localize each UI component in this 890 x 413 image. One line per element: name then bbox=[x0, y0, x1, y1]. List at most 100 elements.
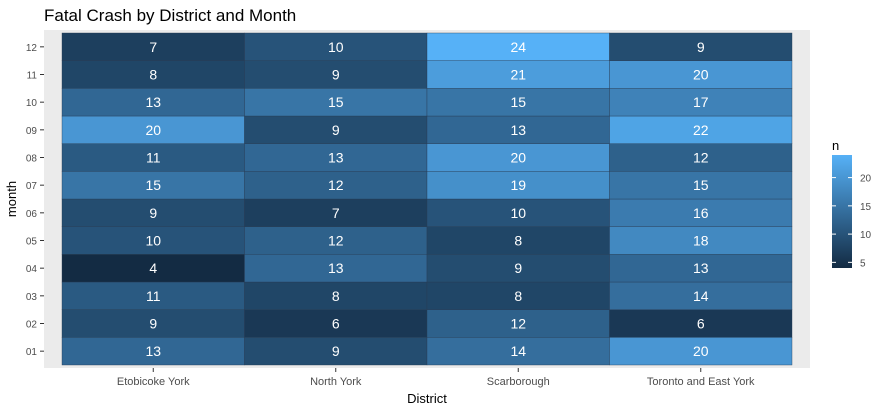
legend-tick-labels: 5 10 15 20 bbox=[832, 174, 872, 269]
heatmap-cell bbox=[244, 60, 428, 89]
x-tick-label: Toronto and East York bbox=[647, 376, 755, 388]
y-tick-label: 05 bbox=[26, 237, 38, 248]
heatmap-cell bbox=[61, 88, 245, 117]
x-axis-tick-labels: Etobicoke York North York Scarborough Toron… bbox=[117, 368, 755, 388]
cell-value-label: 20 bbox=[145, 122, 161, 138]
heatmap-cell bbox=[61, 143, 245, 172]
y-tick-label: 03 bbox=[26, 292, 38, 303]
legend-title: n bbox=[832, 138, 839, 153]
y-tick-label: 10 bbox=[26, 98, 38, 109]
heatmap-cell bbox=[244, 143, 428, 172]
heatmap-cell bbox=[244, 337, 428, 366]
cell-value-label: 9 bbox=[149, 316, 157, 332]
heatmap-cell bbox=[609, 198, 793, 227]
cell-value-label: 12 bbox=[693, 150, 709, 166]
cell-value-label: 16 bbox=[693, 205, 709, 221]
heatmap-cell bbox=[61, 171, 245, 200]
heatmap-cell bbox=[244, 281, 428, 310]
x-axis-label: District bbox=[407, 391, 447, 406]
heatmap-cell bbox=[609, 60, 793, 89]
cell-value-label: 7 bbox=[332, 205, 340, 221]
cell-value-label: 9 bbox=[332, 343, 340, 359]
heatmap-cell bbox=[244, 115, 428, 144]
cell-value-label: 4 bbox=[149, 260, 157, 276]
y-tick-label: 07 bbox=[26, 181, 38, 192]
cell-value-label: 13 bbox=[145, 343, 161, 359]
cell-value-label: 18 bbox=[693, 233, 709, 249]
heatmap-cell bbox=[609, 32, 793, 61]
heatmap-cell bbox=[244, 309, 428, 338]
heatmap-cell bbox=[61, 337, 245, 366]
heatmap-cell bbox=[426, 226, 610, 255]
heatmap-cell bbox=[426, 60, 610, 89]
heatmap-cell bbox=[61, 254, 245, 283]
y-tick-label: 12 bbox=[26, 43, 38, 54]
heatmap-cell bbox=[609, 254, 793, 283]
heatmap-cell bbox=[426, 171, 610, 200]
cell-value-label: 19 bbox=[510, 177, 526, 193]
cell-value-label: 6 bbox=[332, 316, 340, 332]
cell-value-label: 12 bbox=[328, 177, 344, 193]
cell-value-label: 9 bbox=[514, 260, 522, 276]
cell-value-label: 20 bbox=[510, 150, 526, 166]
heatmap-cell bbox=[244, 198, 428, 227]
cell-value-label: 8 bbox=[514, 288, 522, 304]
heatmap-cell bbox=[609, 226, 793, 255]
heatmap-cell bbox=[61, 115, 245, 144]
cell-value-label: 6 bbox=[697, 316, 705, 332]
heatmap-cell bbox=[426, 337, 610, 366]
y-axis-tick-labels: 01 02 03 04 05 06 07 08 09 10 11 12 bbox=[26, 43, 44, 358]
cell-value-label: 15 bbox=[510, 94, 526, 110]
y-tick-label: 09 bbox=[26, 126, 38, 137]
legend-colorbar bbox=[832, 155, 852, 268]
legend-tick-label: 10 bbox=[860, 230, 872, 241]
cell-value-label: 8 bbox=[149, 67, 157, 83]
cell-value-label: 20 bbox=[693, 343, 709, 359]
cell-value-label: 8 bbox=[514, 233, 522, 249]
cell-value-label: 22 bbox=[693, 122, 709, 138]
heatmap-cell bbox=[61, 198, 245, 227]
legend: n 5 10 15 20 bbox=[832, 138, 872, 269]
cell-value-label: 13 bbox=[693, 260, 709, 276]
cell-value-label: 15 bbox=[328, 94, 344, 110]
heatmap-cell bbox=[61, 226, 245, 255]
legend-tick-label: 20 bbox=[860, 174, 872, 185]
x-tick-label: Etobicoke York bbox=[117, 376, 190, 388]
heatmap-cells: 13 9 11 4 10 9 15 11 20 13 8 7 9 6 8 13 12 7 12 13 9 15 9 10 14 1… bbox=[61, 32, 793, 366]
cell-value-label: 13 bbox=[510, 122, 526, 138]
heatmap-cell bbox=[426, 309, 610, 338]
heatmap-cell bbox=[609, 281, 793, 310]
legend-tick-label: 15 bbox=[860, 202, 872, 213]
heatmap-cell bbox=[244, 254, 428, 283]
cell-value-label: 8 bbox=[332, 288, 340, 304]
heatmap-cell bbox=[609, 337, 793, 366]
cell-value-label: 10 bbox=[145, 233, 161, 249]
heatmap-cell bbox=[61, 60, 245, 89]
cell-value-label: 10 bbox=[328, 39, 344, 55]
chart-title: Fatal Crash by District and Month bbox=[44, 6, 296, 25]
heatmap-cell bbox=[609, 143, 793, 172]
heatmap-cell bbox=[426, 115, 610, 144]
heatmap-cell bbox=[61, 32, 245, 61]
cell-value-label: 21 bbox=[510, 67, 526, 83]
legend-tick-label: 5 bbox=[860, 258, 866, 269]
heatmap-cell bbox=[609, 88, 793, 117]
y-tick-label: 11 bbox=[27, 71, 38, 82]
cell-value-label: 12 bbox=[510, 316, 526, 332]
heatmap-cell bbox=[244, 226, 428, 255]
cell-value-label: 7 bbox=[149, 39, 157, 55]
cell-value-label: 20 bbox=[693, 67, 709, 83]
y-tick-label: 02 bbox=[26, 320, 38, 331]
y-tick-label: 04 bbox=[26, 264, 38, 275]
y-tick-label: 06 bbox=[26, 209, 38, 220]
cell-value-label: 10 bbox=[510, 205, 526, 221]
cell-value-label: 14 bbox=[693, 288, 709, 304]
y-axis-label: month bbox=[4, 181, 19, 217]
x-tick-label: Scarborough bbox=[487, 376, 550, 388]
cell-value-label: 14 bbox=[510, 343, 526, 359]
cell-value-label: 13 bbox=[145, 94, 161, 110]
cell-value-label: 9 bbox=[149, 205, 157, 221]
heatmap-cell bbox=[609, 171, 793, 200]
heatmap-cell bbox=[244, 32, 428, 61]
